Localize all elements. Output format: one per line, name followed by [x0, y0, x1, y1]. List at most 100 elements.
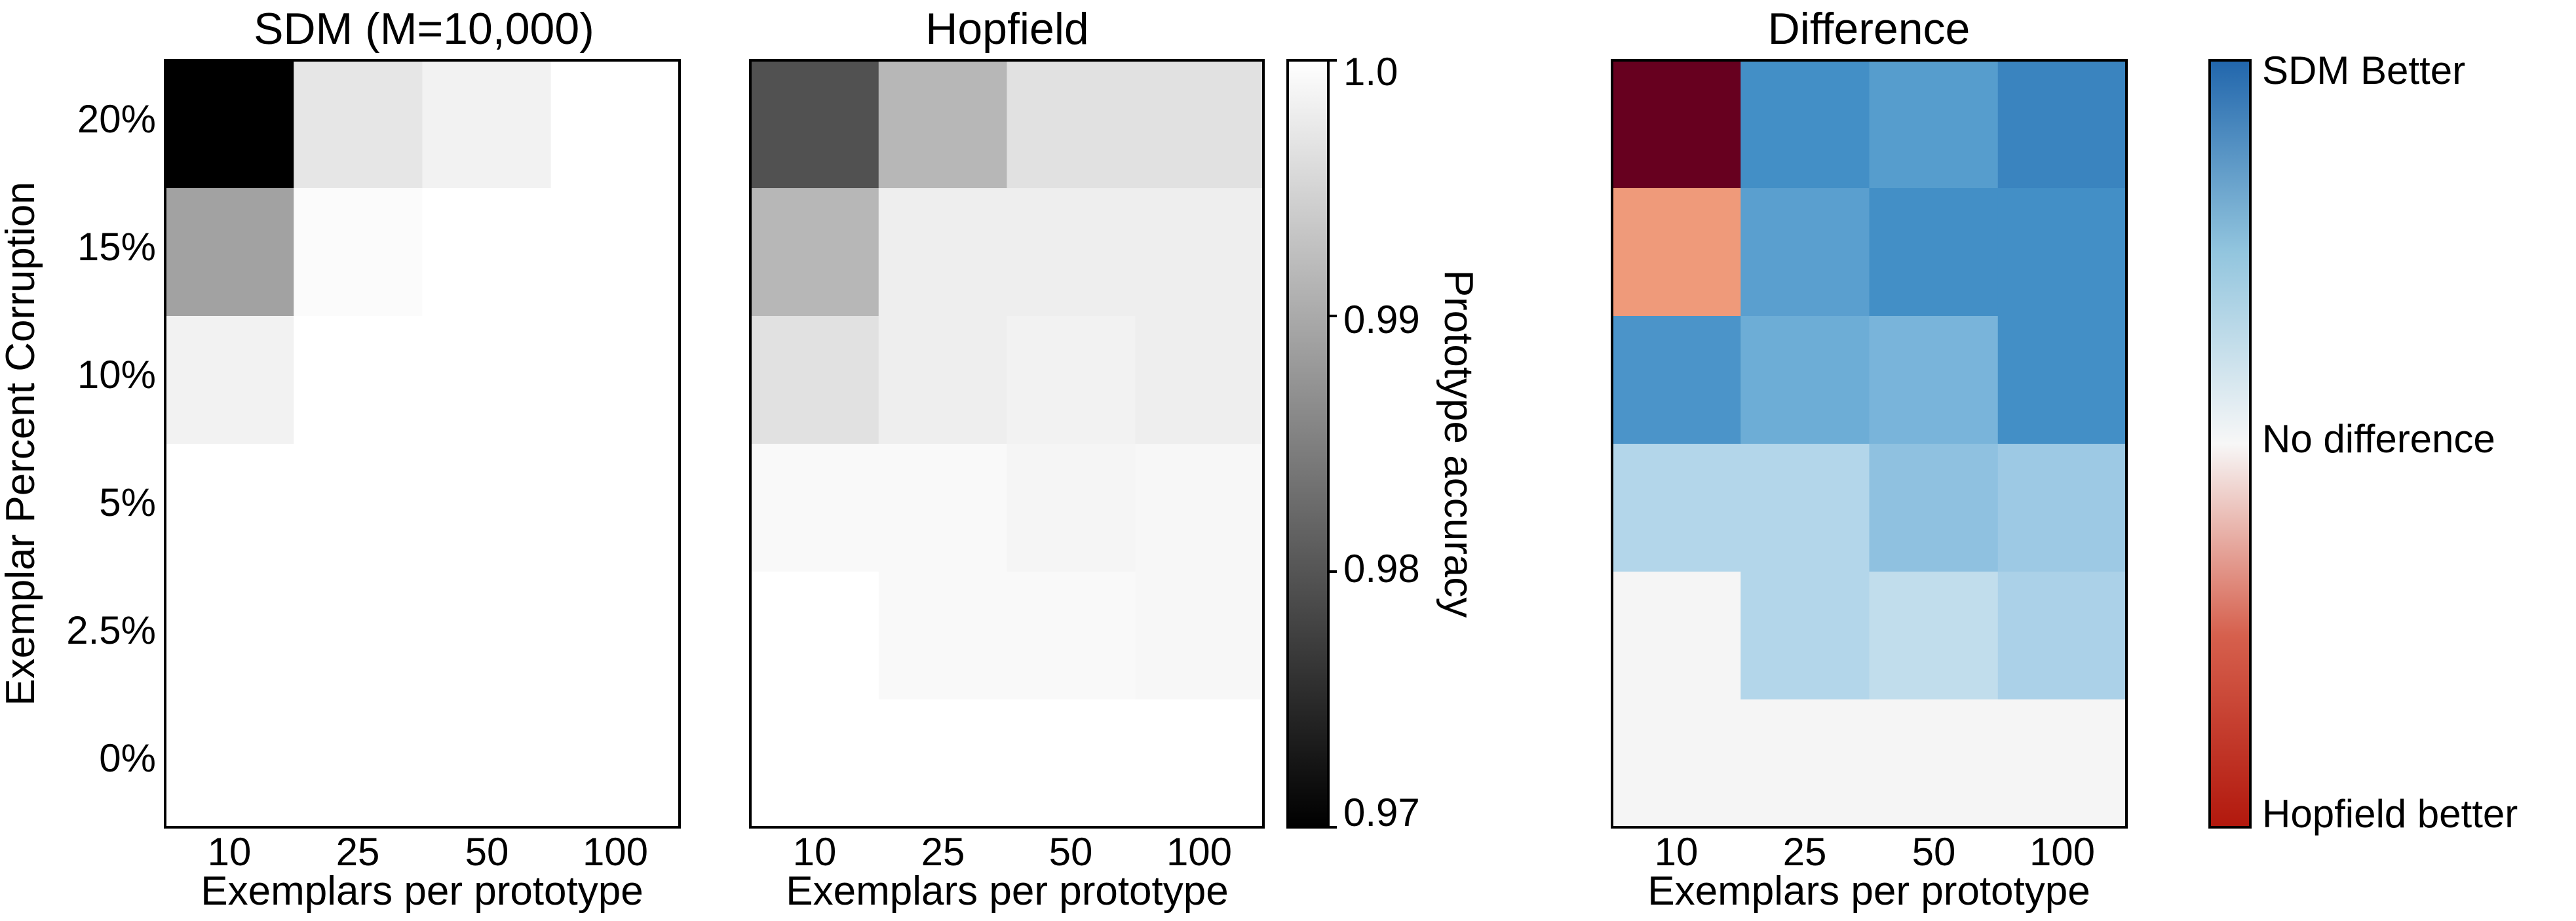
x-tick-label: 100 [2029, 830, 2095, 874]
y-axis-label: Exemplar Percent Corruption [0, 182, 43, 705]
colorbar-tick-label: 1.0 [1343, 50, 1398, 94]
heatmap-cell [1740, 60, 1870, 189]
heatmap-cell [1869, 572, 1999, 700]
heatmap-cell [1740, 444, 1870, 572]
colorbar-tick-label: 0.99 [1343, 298, 1420, 342]
heatmap-cell [1869, 444, 1999, 572]
heatmap-cell [1007, 60, 1136, 189]
heatmap-cell [422, 572, 552, 700]
x-tick-label: 25 [336, 830, 380, 874]
x-tick-label: 50 [465, 830, 509, 874]
heatmap-cell [1007, 572, 1136, 700]
heatmap-cells [165, 60, 680, 828]
heatmap-cell [165, 699, 294, 828]
y-tick-label: 20% [77, 97, 156, 141]
heatmap-cell [550, 60, 680, 189]
heatmap-cell [750, 699, 879, 828]
x-tick-label: 50 [1912, 830, 1956, 874]
heatmap-cell [750, 572, 879, 700]
x-tick-labels: 10 25 50 100 [208, 830, 648, 874]
heatmap-cell [1997, 444, 2127, 572]
heatmap-cells [1612, 60, 2127, 828]
panel-hopfield: Hopfield 10 25 50 100 Exemplars per prot… [749, 4, 1265, 914]
heatmap-cell [878, 188, 1008, 317]
heatmap-cell [1007, 699, 1136, 828]
heatmap-cell [1612, 316, 1741, 444]
heatmap-cell [165, 60, 294, 189]
y-tick-labels: 20% 15% 10% 5% 2.5% 0% [66, 97, 156, 780]
panel-title: SDM (M=10,000) [254, 4, 594, 54]
heatmap-cell [878, 699, 1008, 828]
heatmap-cell [1135, 316, 1264, 444]
colorbar-difference: SDM Better No difference Hopfield better [2208, 49, 2518, 836]
x-tick-label: 100 [583, 830, 648, 874]
heatmap-cells [750, 60, 1264, 828]
colorbar-accuracy: 1.0 0.99 0.98 0.97 Prototype accuracy [1286, 50, 1481, 834]
heatmap-cell [1740, 316, 1870, 444]
heatmap-cell [294, 699, 423, 828]
heatmap-cell [878, 316, 1008, 444]
x-tick-labels: 10 25 50 100 [793, 830, 1232, 874]
panel-title: Hopfield [925, 4, 1089, 54]
heatmap-cell [550, 572, 680, 700]
heatmap-cell [422, 60, 552, 189]
x-tick-label: 100 [1166, 830, 1232, 874]
heatmap-cell [878, 444, 1008, 572]
heatmap-cell [878, 60, 1008, 189]
heatmap-cell [422, 699, 552, 828]
heatmap-cell [1869, 699, 1999, 828]
heatmap-cell [878, 572, 1008, 700]
heatmap-cell [1869, 60, 1999, 189]
heatmap-cell [550, 444, 680, 572]
heatmap-cell [1007, 316, 1136, 444]
panel-difference: Difference 10 25 50 100 Exemplars per pr… [1611, 4, 2128, 914]
x-tick-label: 10 [208, 830, 252, 874]
panel-title: Difference [1768, 4, 1970, 54]
plot-frame [1611, 59, 2128, 829]
heatmap-cell [750, 188, 879, 317]
plot-frame [749, 59, 1265, 829]
heatmap-cell [1997, 699, 2127, 828]
colorbar-tick-label: 0.97 [1343, 791, 1420, 834]
colorbar-label: Prototype accuracy [1436, 270, 1481, 618]
heatmap-cell [1007, 188, 1136, 317]
heatmap-cell [294, 444, 423, 572]
heatmap-cell [1007, 444, 1136, 572]
heatmap-cell [750, 316, 879, 444]
heatmap-cell [1612, 699, 1741, 828]
colorbar-gradient [2208, 59, 2252, 829]
heatmap-cell [165, 188, 294, 317]
heatmap-cell [294, 60, 423, 189]
x-axis-label: Exemplars per prototype [786, 869, 1228, 914]
heatmap-cell [1135, 60, 1264, 189]
heatmap-cell [422, 316, 552, 444]
y-tick-label: 10% [77, 353, 156, 397]
heatmap-cell [294, 188, 423, 317]
heatmap-cell [1135, 444, 1264, 572]
heatmap-cell [1612, 444, 1741, 572]
panel-sdm: SDM (M=10,000) 10 25 50 100 20% 15% 10% … [0, 4, 681, 914]
heatmap-cell [1740, 188, 1870, 317]
colorbar-tick-label: SDM Better [2262, 49, 2465, 92]
heatmap-cell [1135, 572, 1264, 700]
y-tick-label: 15% [77, 225, 156, 269]
heatmap-cell [1997, 316, 2127, 444]
heatmap-cell [1740, 572, 1870, 700]
heatmap-cell [422, 188, 552, 317]
colorbar-tick-label: No difference [2262, 417, 2495, 461]
y-tick-label: 2.5% [66, 608, 156, 652]
plot-frame [164, 59, 681, 829]
x-tick-label: 10 [1655, 830, 1699, 874]
heatmap-cell [550, 188, 680, 317]
heatmap-cell [165, 572, 294, 700]
heatmap-cell [1869, 188, 1999, 317]
heatmap-cell [294, 316, 423, 444]
colorbar-tick-label: 0.98 [1343, 547, 1420, 591]
heatmap-cell [1869, 316, 1999, 444]
heatmap-cell [422, 444, 552, 572]
x-tick-label: 50 [1049, 830, 1093, 874]
heatmap-cell [294, 572, 423, 700]
x-axis-label: Exemplars per prototype [201, 869, 643, 914]
colorbar-tick-label: Hopfield better [2262, 792, 2518, 836]
